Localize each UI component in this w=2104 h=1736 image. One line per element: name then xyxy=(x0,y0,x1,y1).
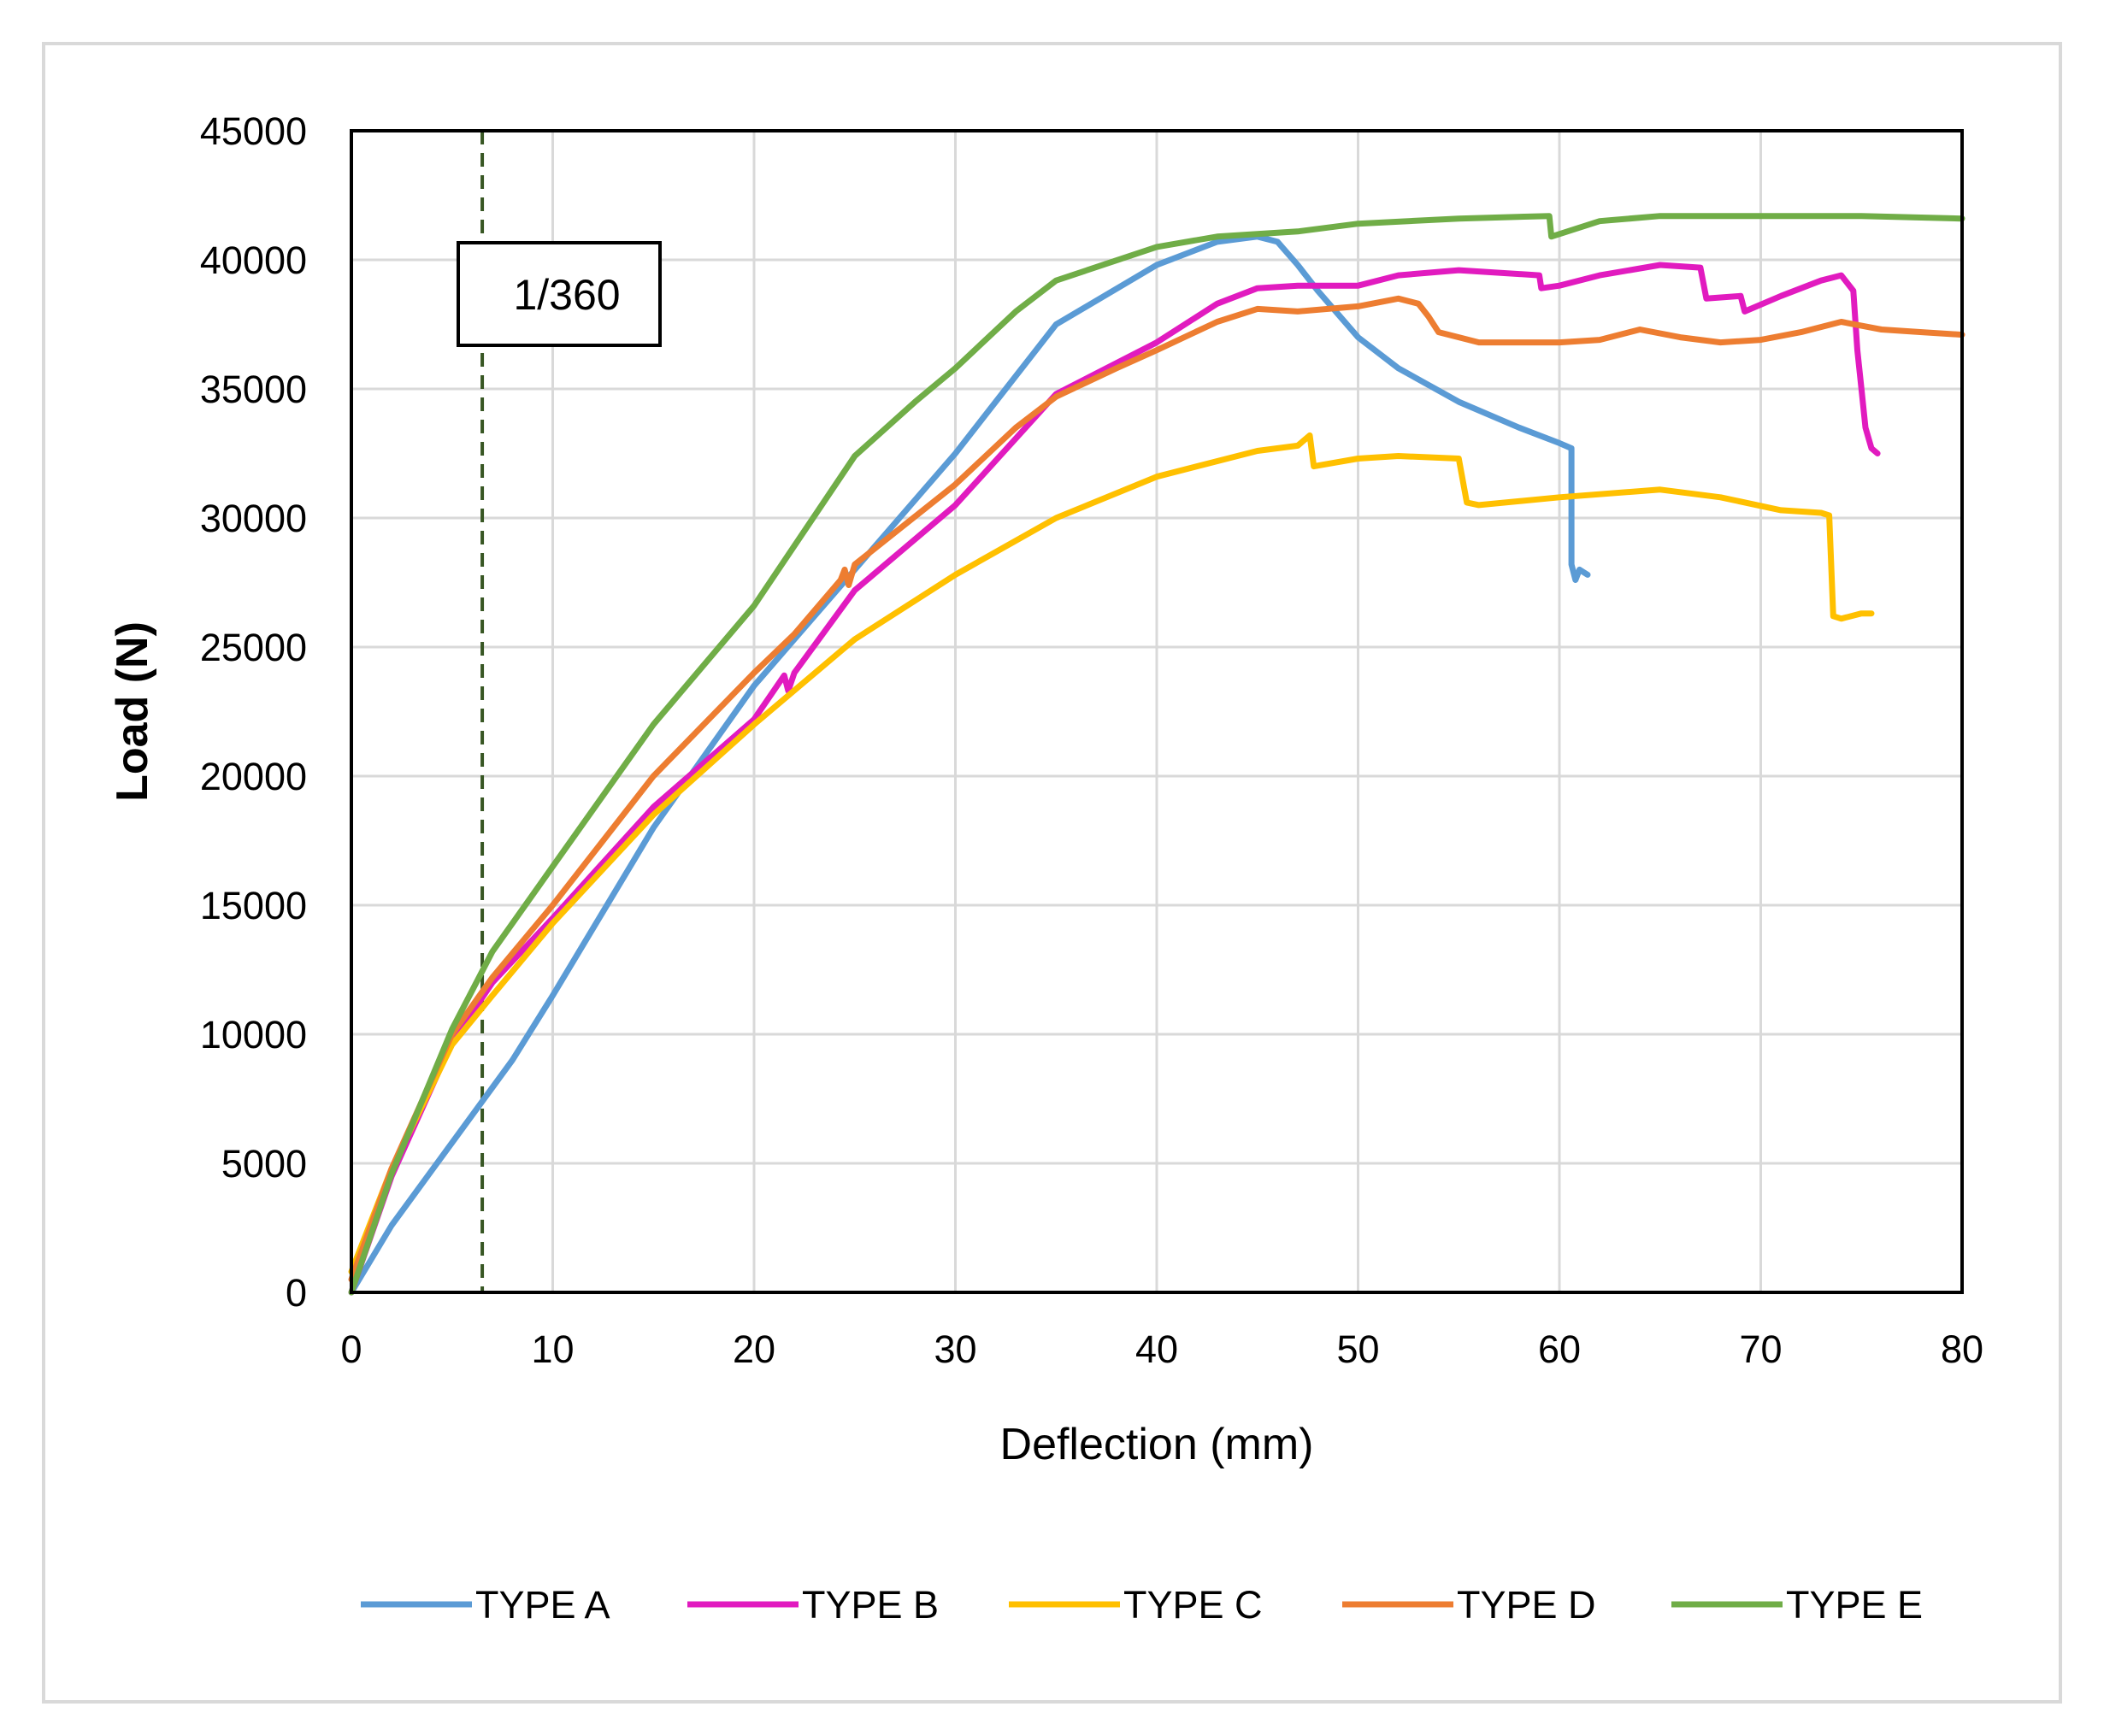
y-tick-label: 30000 xyxy=(200,497,307,540)
legend-label-type-b: TYPE B xyxy=(802,1583,939,1627)
x-tick-label: 50 xyxy=(1336,1327,1379,1371)
x-tick-label: 60 xyxy=(1538,1327,1581,1371)
series-line-type-b xyxy=(348,262,1881,1296)
x-axis-title: Deflection (mm) xyxy=(1000,1420,1314,1469)
x-tick-label: 0 xyxy=(340,1327,362,1371)
x-tick-label: 80 xyxy=(1941,1327,1983,1371)
plot-area-border xyxy=(350,129,1964,1294)
y-tick-label: 35000 xyxy=(200,368,307,411)
y-tick-label: 25000 xyxy=(200,626,307,669)
y-tick-label: 45000 xyxy=(200,109,307,153)
x-tick-labels: 0 10 20 30 40 50 60 70 80 xyxy=(340,1327,1983,1371)
legend-label-type-a: TYPE A xyxy=(475,1583,610,1627)
series-layer xyxy=(348,213,1966,1296)
annotation-box-frame xyxy=(457,241,662,347)
x-tick-label: 20 xyxy=(733,1327,775,1371)
y-tick-label: 10000 xyxy=(200,1013,307,1056)
x-tick-label: 10 xyxy=(531,1327,574,1371)
y-tick-label: 5000 xyxy=(221,1142,307,1186)
chart-frame xyxy=(42,42,2062,1704)
legend-label-type-c: TYPE C xyxy=(1123,1583,1263,1627)
y-tick-label: 20000 xyxy=(200,755,307,798)
legend-label-type-e: TYPE E xyxy=(1786,1583,1923,1627)
y-tick-label: 40000 xyxy=(200,238,307,282)
y-tick-label: 15000 xyxy=(200,884,307,927)
annotation-label: 1/360 xyxy=(513,271,620,319)
annotation-box: 1/360 xyxy=(457,241,662,347)
legend-label-type-d: TYPE D xyxy=(1457,1583,1596,1627)
x-tick-label: 70 xyxy=(1739,1327,1782,1371)
y-tick-labels: 0 5000 10000 15000 20000 25000 30000 35000 40000… xyxy=(200,109,307,1315)
series-line-type-a xyxy=(348,233,1591,1296)
y-tick-label: 0 xyxy=(286,1271,307,1315)
series-line-type-e xyxy=(348,213,1966,1296)
series-line-type-d xyxy=(348,295,1966,1283)
legend: TYPE A TYPE B TYPE C TYPE D TYPE E xyxy=(361,1583,1923,1627)
y-axis-title: Load (N) xyxy=(108,621,157,802)
series-line-type-c xyxy=(348,432,1875,1275)
x-tick-label: 40 xyxy=(1135,1327,1178,1371)
x-tick-label: 30 xyxy=(934,1327,976,1371)
